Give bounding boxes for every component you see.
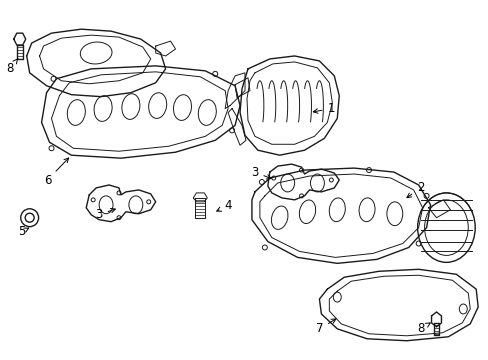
Text: 3: 3 xyxy=(251,166,271,179)
Text: 2: 2 xyxy=(406,181,424,198)
Text: 3: 3 xyxy=(95,208,115,221)
Text: 6: 6 xyxy=(44,158,68,186)
Text: 8: 8 xyxy=(416,322,429,336)
Text: 8: 8 xyxy=(6,58,18,75)
Text: 7: 7 xyxy=(315,319,335,336)
Text: 1: 1 xyxy=(313,102,334,115)
Text: 5: 5 xyxy=(18,225,29,238)
Text: 4: 4 xyxy=(216,199,231,212)
